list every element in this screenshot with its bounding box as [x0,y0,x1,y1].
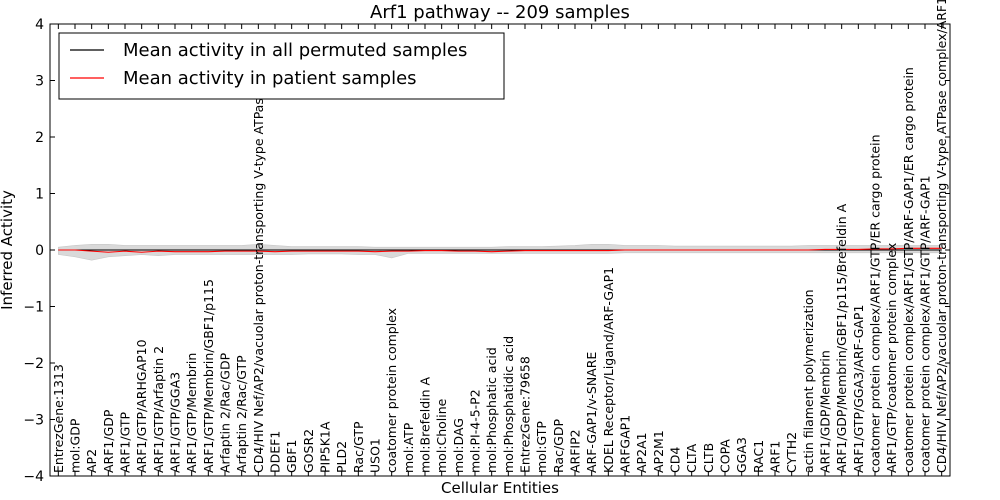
x-category-label: KDEL Receptor/Ligand/ARF-GAP1 [601,267,616,473]
x-category-label: mol:ATP [401,422,416,473]
x-axis-label: Cellular Entities [441,479,559,497]
x-category-label: EntrezGene:79658 [518,356,533,473]
x-category-label: actin filament polymerization [801,289,816,473]
x-category-label: mol:GTP [534,421,549,473]
y-axis-label: Inferred Activity [0,190,16,310]
x-category-label: coatomer protein complex [384,308,399,473]
y-tick-label: −3 [23,413,44,429]
chart-title: Arf1 pathway -- 209 samples [370,2,630,23]
legend-label-permuted: Mean activity in all permuted samples [123,40,467,61]
y-tick-label: 3 [35,74,44,90]
x-category-label: ARF1/GTP/GGA3/ARF-GAP1 [851,305,866,473]
x-category-label: CD4/HIV Nef/AP2/vacuolar proton-transpor… [934,0,949,473]
x-category-label: RAC1 [751,440,766,473]
x-category-label: mol:Phosphatic acid [484,347,499,473]
x-category-labels: EntrezGene:1313 mol:GDP AP2 ARF1/GDP ARF1/GT… [51,0,949,473]
y-tick-label: 0 [35,243,44,259]
x-category-label: coatomer protein complex/ARF1/GTP/ARF-GA… [918,175,933,473]
x-category-label: mol:PI-4-5-P2 [468,389,483,473]
x-category-label: mol:Brefeldin A [418,376,433,473]
x-category-label: ARF1/GTP/ARHGAP10 [134,339,149,473]
x-category-label: ARF1/GDP [101,409,116,473]
series-line-patient [58,247,942,253]
x-category-label: CD4/HIV Nef/AP2/vacuolar proton-transpor… [251,33,266,473]
x-category-label: ARF1/GDP/Membrin/GBF1/p115/Brefeldin A [834,203,849,473]
x-category-label: GGA3 [734,437,749,473]
x-category-label: AP2A1 [634,432,649,473]
x-category-label: ARF1/GTP/GGA3 [168,372,183,473]
x-category-label: ARF-GAP1/v-SNARE [584,352,599,473]
x-category-label: Arfaptin 2/Rac/GDP [218,352,233,473]
y-tick-label: 1 [35,187,44,203]
x-category-label: coatomer protein complex/ARF1/GTP/ARF-GA… [901,67,916,473]
permutation-band [58,244,942,261]
x-category-label: Rac/GDP [551,419,566,473]
x-category-label: mol:Phosphatidic acid [501,336,516,473]
x-category-label: CLTA [684,443,699,473]
x-category-label: COPA [718,439,733,473]
x-category-label: Rac/GTP [351,421,366,473]
y-axis: −4 −3 −2 −1 0 1 2 3 4 [23,17,950,485]
x-category-label: ARF1/GTP/Arfaptin 2 [151,346,166,473]
x-category-label: ARF1/GDP/Membrin [818,350,833,473]
x-category-label: PIP5K1A [318,421,333,473]
legend: Mean activity in all permuted samples Me… [58,32,505,100]
x-category-label: ARF1/GTP [118,412,133,473]
y-tick-label: −4 [23,469,44,485]
x-category-label: AP2M1 [651,430,666,473]
x-axis [57,24,943,476]
y-tick-label: 2 [35,130,44,146]
x-category-label: ARF1/GTP/Membrin/GBF1/p115 [201,279,216,473]
x-category-label: DDEF1 [268,431,283,473]
x-category-label: mol:GDP [68,418,83,473]
x-category-label: CD4 [668,447,683,473]
legend-label-patient: Mean activity in patient samples [123,68,417,89]
x-category-label: coatomer protein complex/ARF1/GTP/ER car… [868,134,883,473]
x-category-label: ARF1/GTP/Membrin [184,353,199,473]
x-category-label: CLTB [701,443,716,473]
x-category-label: GBF1 [284,440,299,473]
x-category-label: PLD2 [334,441,349,473]
y-tick-label: 4 [35,17,44,33]
x-category-label: ARF1/GTP/coatomer protein complex [884,243,899,473]
x-category-label: ARF1 [768,441,783,473]
x-category-label: USO1 [368,438,383,473]
permutation-band-area [58,244,942,261]
x-category-label: GOSR2 [301,429,316,473]
y-tick-label: −1 [23,300,44,316]
series-lines [58,247,942,253]
x-category-label: mol:Choline [434,398,449,473]
x-category-label: mol:DAG [451,418,466,473]
y-tick-label: −2 [23,356,44,372]
x-category-label: CYTH2 [784,432,799,473]
x-category-label: EntrezGene:1313 [51,364,66,473]
x-category-label: Arfaptin 2/Rac/GTP [234,355,249,473]
x-category-label: ARFGAP1 [618,415,633,473]
x-category-label: ARFIP2 [568,429,583,473]
legend-box [58,32,505,100]
x-category-label: AP2 [84,449,99,473]
